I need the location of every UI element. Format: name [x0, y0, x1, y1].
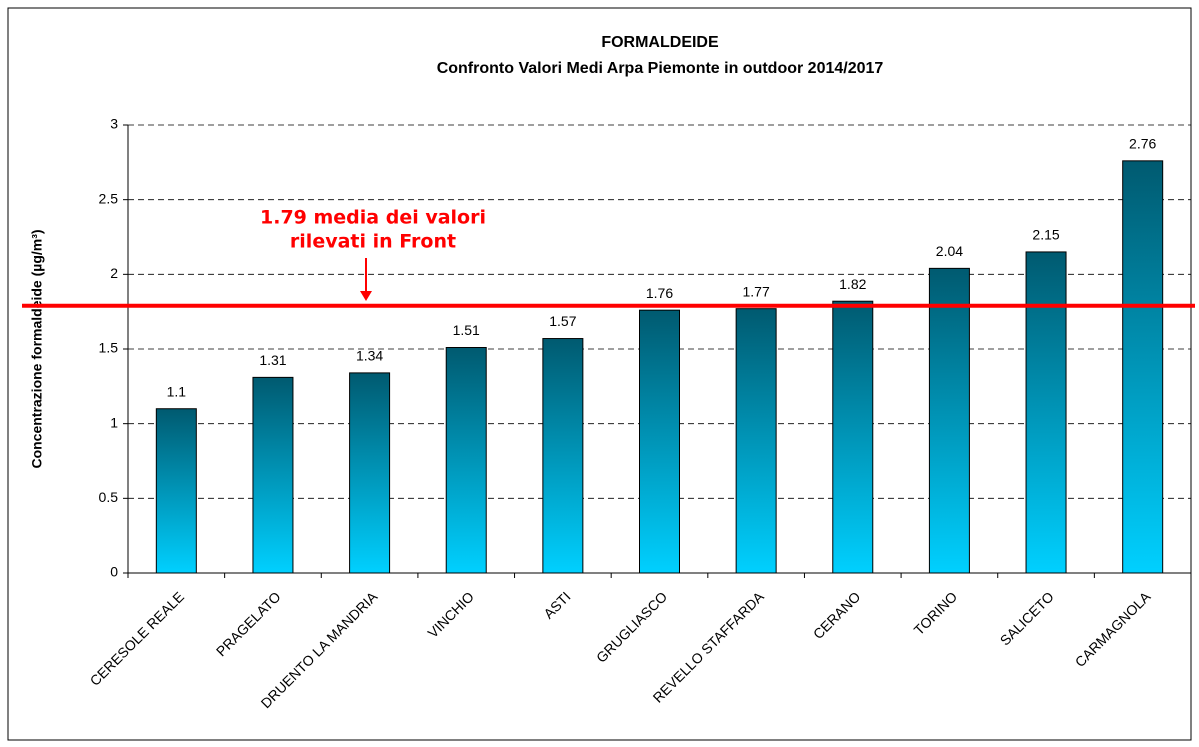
- data-label: 2.15: [1032, 227, 1059, 243]
- bar: [349, 372, 391, 574]
- y-tick-label: 1: [110, 414, 118, 430]
- y-tick-label: 1.5: [99, 340, 119, 356]
- data-label: 2.04: [936, 243, 963, 259]
- data-label: 1.31: [259, 352, 286, 368]
- data-label: 1.82: [839, 276, 866, 292]
- bar: [445, 347, 487, 574]
- frame: [7, 7, 1192, 741]
- data-label: 1.57: [549, 313, 576, 329]
- bar: [928, 267, 970, 574]
- y-tick-label: 0.5: [99, 489, 119, 505]
- annotation-arrowhead: [360, 291, 372, 301]
- bar: [1122, 160, 1164, 574]
- y-tick-label: 3: [110, 116, 118, 132]
- data-label: 1.76: [646, 285, 673, 301]
- y-tick-label: 2: [110, 265, 118, 281]
- chart-subtitle: Confronto Valori Medi Arpa Piemonte in o…: [437, 60, 884, 77]
- bar: [735, 308, 777, 574]
- bar: [639, 309, 680, 574]
- data-label: 2.76: [1129, 136, 1156, 152]
- data-label: 1.1: [167, 383, 187, 399]
- y-tick-label: 2.5: [99, 190, 119, 206]
- data-label: 1.34: [356, 348, 383, 364]
- y-axis-label: Concentrazione formaldeide (µg/m³): [29, 229, 45, 468]
- annotation: rilevati in Front: [290, 231, 456, 253]
- bar: [832, 300, 874, 574]
- bar: [155, 408, 197, 574]
- y-tick-label: 0: [110, 564, 118, 580]
- bar: [252, 376, 294, 574]
- data-label: 1.51: [453, 322, 480, 338]
- bar: [542, 338, 584, 574]
- bar: [1025, 251, 1067, 574]
- chart-title: FORMALDEIDE: [601, 34, 719, 51]
- annotation: 1.79 media dei valori: [260, 207, 486, 229]
- data-label: 1.77: [743, 283, 770, 299]
